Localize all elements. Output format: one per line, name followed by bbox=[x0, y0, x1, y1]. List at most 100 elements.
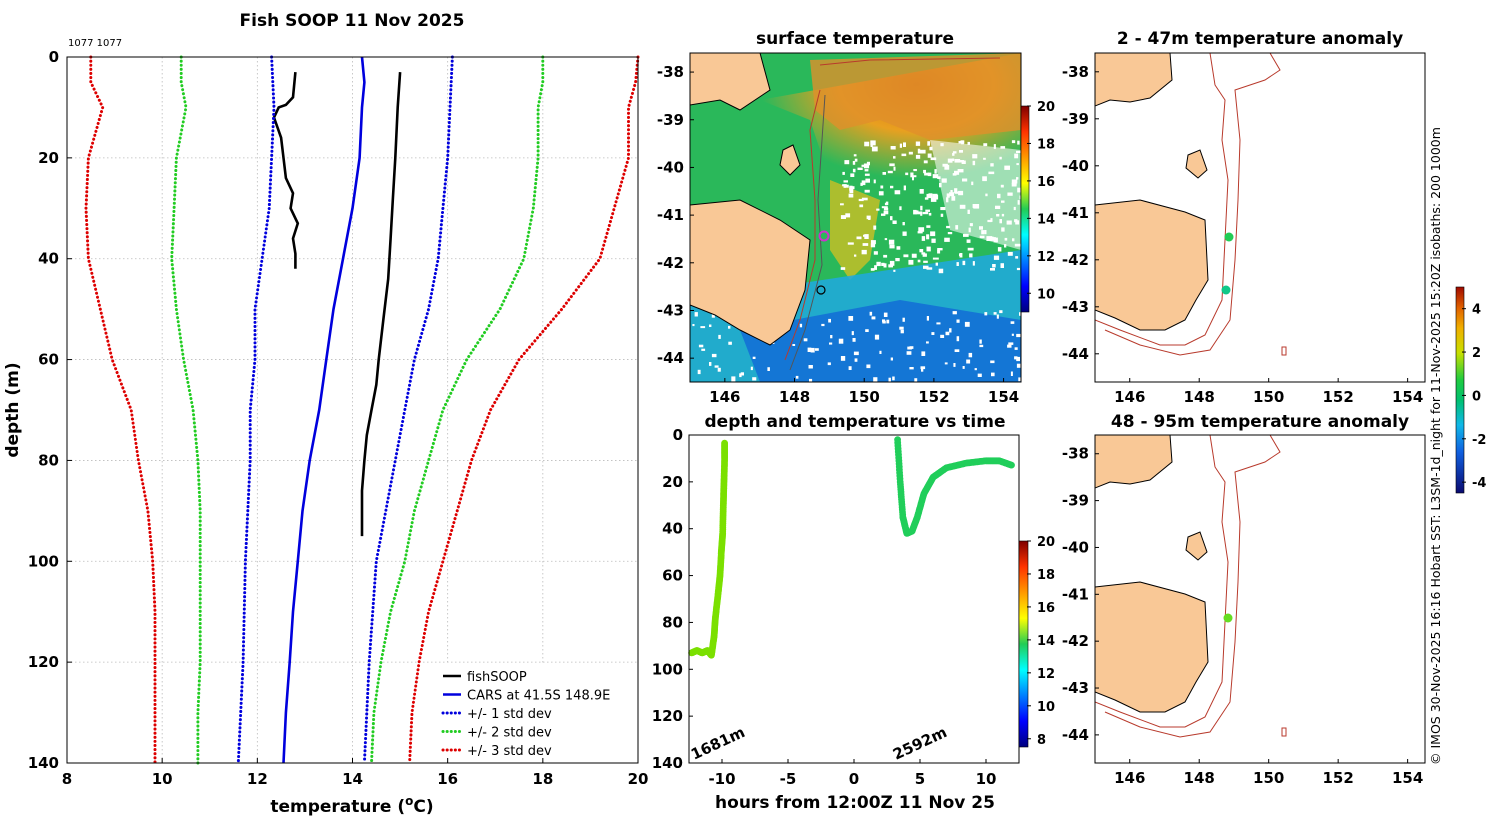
sst-cloud-pixel bbox=[973, 204, 980, 209]
anom2-mainland bbox=[1095, 435, 1173, 489]
anomaly-panel-1: 2 - 47m temperature anomaly 146 148 150 152… bbox=[1062, 29, 1426, 406]
sst-cloud-pixel bbox=[909, 346, 914, 349]
sst-cloud-pixel bbox=[842, 171, 845, 175]
sst-cloud-pixel bbox=[864, 189, 870, 193]
sst-cloud-pixel bbox=[857, 167, 863, 170]
sst-cloud-pixel bbox=[902, 222, 905, 226]
sst-cloud-pixel bbox=[944, 237, 950, 242]
ts-xtick-label: 5 bbox=[915, 770, 925, 788]
profile-series-1 bbox=[360, 72, 402, 537]
sst-cloud-pixel bbox=[881, 213, 886, 216]
sst-cloud-pixel bbox=[731, 376, 736, 382]
sst-cloud-pixel bbox=[711, 314, 715, 318]
sst-cloud-pixel bbox=[944, 164, 950, 170]
sst-cloud-pixel bbox=[792, 344, 796, 346]
colorbar-tick-label: 12 bbox=[1037, 667, 1055, 682]
sst-cloud-pixel bbox=[848, 366, 852, 370]
sst-cloud-pixel bbox=[889, 260, 895, 266]
sst-cloud-pixel bbox=[854, 158, 858, 162]
sst-cloud-pixel bbox=[930, 157, 937, 161]
sst-cloud-pixel bbox=[865, 178, 870, 183]
sst-cloud-pixel bbox=[946, 225, 951, 229]
sst-cloud-pixel bbox=[1007, 192, 1013, 196]
sst-cloud-pixel bbox=[947, 232, 953, 235]
profile-series-8 bbox=[84, 55, 157, 765]
legend-entries: fishSOOP CARS at 41.5S 148.9E +/- 1 std de… bbox=[441, 670, 610, 759]
sst-title: surface temperature bbox=[756, 29, 954, 49]
sst-cloud-pixel bbox=[939, 183, 942, 188]
sst-cloud-pixel bbox=[930, 197, 937, 202]
sst-cloud-pixel bbox=[940, 213, 944, 217]
ts-colorbar-ticks: 20 18 16 14 12 10 8 bbox=[1027, 535, 1055, 748]
sst-cloud-pixel bbox=[931, 238, 936, 243]
ts-xtick-label: -5 bbox=[780, 770, 797, 788]
anom2-ytick-label: -39 bbox=[1062, 492, 1089, 510]
sst-cloud-pixel bbox=[908, 151, 913, 155]
sst-cloud-pixel bbox=[990, 268, 995, 271]
profile-xtick-label: 18 bbox=[532, 770, 553, 788]
sst-cloud-pixel bbox=[926, 267, 933, 270]
sst-cloud-pixel bbox=[821, 323, 825, 327]
sst-cloud-pixel bbox=[940, 207, 946, 211]
sst-cloud-pixel bbox=[954, 349, 960, 352]
anom2-xtick-label: 150 bbox=[1253, 769, 1284, 787]
anom2-tasmania bbox=[1095, 581, 1209, 713]
sst-cloud-pixel bbox=[962, 366, 965, 369]
sst-cloud-pixel bbox=[954, 188, 958, 193]
sst-ytick-label: -40 bbox=[657, 158, 684, 176]
sst-ticks: 146 148 150 152 154 -38 -39 -40 -41 -42 -43 -44 bbox=[657, 63, 1019, 406]
sst-map-panel: surface temperature 146 148 150 152 154 -38 -3… bbox=[657, 29, 1055, 406]
sst-cloud-pixel bbox=[881, 206, 888, 209]
sst-cloud-pixel bbox=[947, 158, 953, 163]
sst-cloud-pixel bbox=[945, 331, 950, 336]
sst-ytick-label: -42 bbox=[657, 254, 684, 272]
ts-ytick-label: 60 bbox=[662, 567, 683, 585]
sst-cloud-pixel bbox=[923, 169, 926, 174]
sst-cloud-pixel bbox=[999, 219, 1002, 224]
profile-ytick-label: 140 bbox=[28, 754, 59, 772]
colorbar-tick-label: 18 bbox=[1037, 568, 1055, 583]
colorbar-tick-label: 8 bbox=[1037, 733, 1046, 748]
sst-cloud-pixel bbox=[903, 185, 906, 191]
profile-ytick-label: 60 bbox=[38, 351, 59, 369]
sst-cloud-pixel bbox=[926, 193, 929, 199]
sst-cloud-pixel bbox=[886, 319, 890, 324]
sst-cloud-pixel bbox=[860, 182, 863, 186]
anom1-axes-box bbox=[1094, 52, 1426, 383]
sst-cloud-pixel bbox=[917, 231, 923, 234]
profile-xtick-label: 8 bbox=[62, 770, 72, 788]
sst-cloud-pixel bbox=[848, 316, 854, 321]
sst-cloud-pixel bbox=[915, 154, 921, 159]
anom2-ticks: 146 148 150 152 154 -38 -39 -40 -41 -42 -43 -44 bbox=[1062, 445, 1423, 787]
sst-cloud-pixel bbox=[940, 143, 944, 147]
anom1-title: 2 - 47m temperature anomaly bbox=[1117, 29, 1403, 49]
sst-cloud-pixel bbox=[993, 312, 997, 315]
sst-cloud-pixel bbox=[864, 169, 869, 172]
sst-cloud-pixel bbox=[844, 160, 850, 165]
sst-cloud-pixel bbox=[959, 204, 966, 209]
sst-cloud-pixel bbox=[926, 316, 929, 321]
sst-cloud-pixel bbox=[955, 225, 959, 230]
sst-cloud-pixel bbox=[883, 207, 889, 211]
ts-annotation-1: 1681m bbox=[688, 723, 748, 764]
legend-label: +/- 1 std dev bbox=[467, 707, 552, 722]
sst-cloud-pixel bbox=[918, 227, 925, 232]
sst-ytick-label: -38 bbox=[657, 63, 684, 81]
sst-cloud-pixel bbox=[913, 209, 917, 215]
sst-cloud-pixel bbox=[930, 231, 936, 237]
sst-cloud-pixel bbox=[847, 242, 854, 245]
sst-cloud-pixel bbox=[852, 168, 856, 173]
sst-cloud-pixel bbox=[990, 218, 993, 222]
sst-cloud-pixel bbox=[866, 364, 871, 369]
sst-cold-water bbox=[740, 300, 1021, 382]
anom1-map bbox=[1095, 53, 1287, 356]
colorbar-tick-label: 16 bbox=[1037, 175, 1055, 190]
ts-axes-box bbox=[688, 434, 1020, 764]
sst-cloud-pixel bbox=[864, 234, 869, 239]
sst-cloud-pixel bbox=[893, 156, 896, 159]
sst-cloud-pixel bbox=[1016, 333, 1021, 338]
sst-cloud-pixel bbox=[853, 154, 857, 157]
sst-cloud-pixel bbox=[698, 344, 704, 348]
sst-cloud-pixel bbox=[1000, 146, 1006, 149]
